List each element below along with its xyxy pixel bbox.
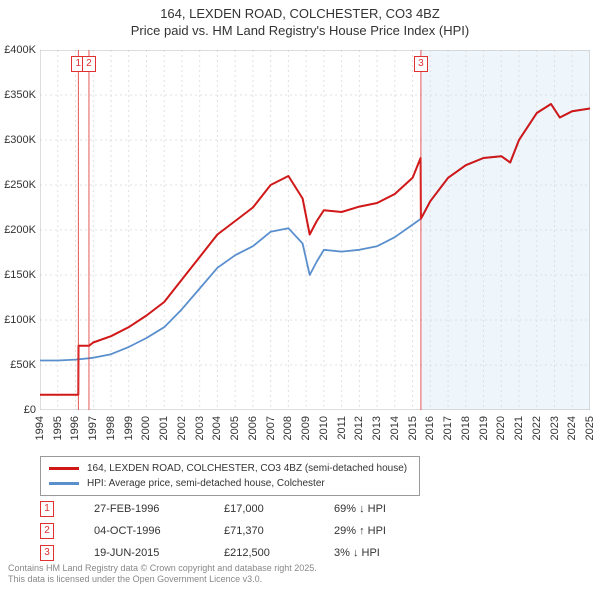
x-axis-label: 2005 — [229, 416, 241, 440]
x-axis-label: 2011 — [336, 416, 348, 440]
event-row: 1 27-FEB-1996 £17,000 69% ↓ HPI — [40, 498, 424, 520]
y-axis-label: £350K — [4, 89, 36, 101]
x-axis-label: 1994 — [34, 416, 46, 440]
x-axis-label: 2021 — [513, 416, 525, 440]
x-axis-label: 2023 — [549, 416, 561, 440]
y-axis-label: £400K — [4, 44, 36, 56]
x-axis-label: 2022 — [531, 416, 543, 440]
x-axis-label: 2007 — [265, 416, 277, 440]
chart-container: 164, LEXDEN ROAD, COLCHESTER, CO3 4BZ Pr… — [0, 0, 600, 590]
legend-label: HPI: Average price, semi-detached house,… — [87, 476, 325, 491]
x-axis-label: 2012 — [353, 416, 365, 440]
event-price: £17,000 — [224, 503, 294, 515]
title-line-2: Price paid vs. HM Land Registry's House … — [0, 23, 600, 38]
y-axis-label: £200K — [4, 224, 36, 236]
x-axis-label: 1999 — [123, 416, 135, 440]
event-date: 27-FEB-1996 — [94, 503, 184, 515]
event-delta: 69% ↓ HPI — [334, 503, 424, 515]
chart-marker: 3 — [414, 56, 428, 72]
x-axis-label: 2015 — [407, 416, 419, 440]
x-axis-label: 1996 — [69, 416, 81, 440]
y-axis-label: £100K — [4, 314, 36, 326]
x-axis-label: 1998 — [105, 416, 117, 440]
footer: Contains HM Land Registry data © Crown c… — [8, 563, 317, 586]
legend: 164, LEXDEN ROAD, COLCHESTER, CO3 4BZ (s… — [40, 456, 420, 496]
y-axis-label: £0 — [24, 404, 36, 416]
x-axis-label: 2000 — [140, 416, 152, 440]
x-axis-label: 2025 — [584, 416, 596, 440]
x-axis-label: 2018 — [460, 416, 472, 440]
legend-item: HPI: Average price, semi-detached house,… — [49, 476, 411, 491]
x-axis-label: 2002 — [176, 416, 188, 440]
legend-item: 164, LEXDEN ROAD, COLCHESTER, CO3 4BZ (s… — [49, 461, 411, 476]
x-axis-label: 2024 — [566, 416, 578, 440]
x-axis-label: 2019 — [478, 416, 490, 440]
y-axis-label: £50K — [10, 359, 36, 371]
event-row: 2 04-OCT-1996 £71,370 29% ↑ HPI — [40, 520, 424, 542]
x-axis-label: 2020 — [495, 416, 507, 440]
event-price: £71,370 — [224, 525, 294, 537]
x-axis-label: 2001 — [158, 416, 170, 440]
x-axis-label: 2010 — [318, 416, 330, 440]
x-axis-label: 2017 — [442, 416, 454, 440]
x-axis-label: 2003 — [194, 416, 206, 440]
event-price: £212,500 — [224, 547, 294, 559]
legend-swatch — [49, 467, 79, 470]
event-delta: 3% ↓ HPI — [334, 547, 424, 559]
event-marker: 2 — [40, 523, 54, 539]
chart-svg — [40, 50, 590, 410]
title-block: 164, LEXDEN ROAD, COLCHESTER, CO3 4BZ Pr… — [0, 0, 600, 38]
event-marker: 1 — [40, 501, 54, 517]
footer-line-1: Contains HM Land Registry data © Crown c… — [8, 563, 317, 575]
events-table: 1 27-FEB-1996 £17,000 69% ↓ HPI 2 04-OCT-1996… — [40, 498, 424, 564]
y-axis-label: £300K — [4, 134, 36, 146]
x-axis-label: 2014 — [389, 416, 401, 440]
x-axis-label: 1997 — [87, 416, 99, 440]
title-line-1: 164, LEXDEN ROAD, COLCHESTER, CO3 4BZ — [0, 6, 600, 21]
y-axis-label: £250K — [4, 179, 36, 191]
event-date: 04-OCT-1996 — [94, 525, 184, 537]
footer-line-2: This data is licensed under the Open Gov… — [8, 574, 317, 586]
event-row: 3 19-JUN-2015 £212,500 3% ↓ HPI — [40, 542, 424, 564]
x-axis-label: 2008 — [282, 416, 294, 440]
event-delta: 29% ↑ HPI — [334, 525, 424, 537]
x-axis-label: 1995 — [52, 416, 64, 440]
x-axis-label: 2004 — [211, 416, 223, 440]
x-axis-label: 2009 — [300, 416, 312, 440]
event-marker: 3 — [40, 545, 54, 561]
chart-area: £0£50K£100K£150K£200K£250K£300K£350K£400… — [40, 50, 590, 410]
x-axis-label: 2016 — [424, 416, 436, 440]
x-axis-label: 2006 — [247, 416, 259, 440]
chart-marker: 2 — [82, 56, 96, 72]
y-axis-label: £150K — [4, 269, 36, 281]
legend-label: 164, LEXDEN ROAD, COLCHESTER, CO3 4BZ (s… — [87, 461, 407, 476]
x-axis-label: 2013 — [371, 416, 383, 440]
event-date: 19-JUN-2015 — [94, 547, 184, 559]
legend-swatch — [49, 482, 79, 485]
